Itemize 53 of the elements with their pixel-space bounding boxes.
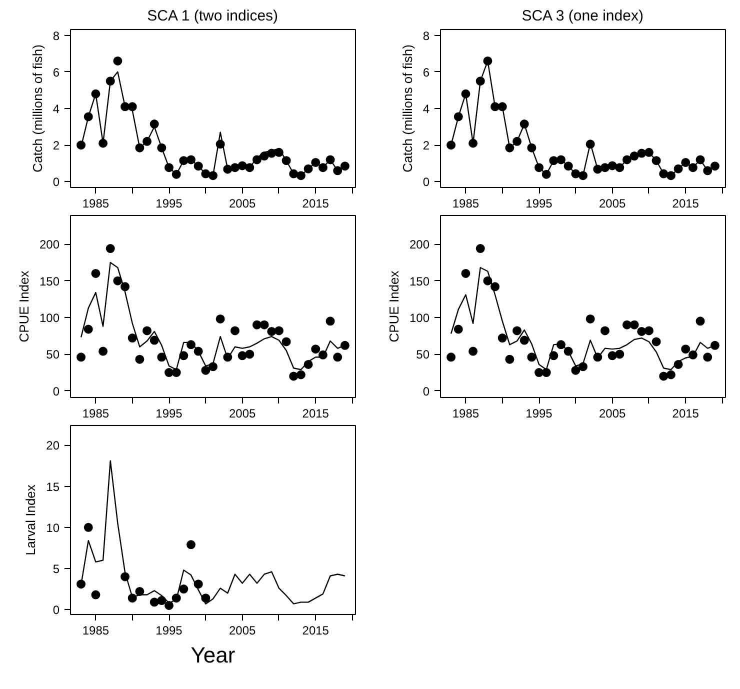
y-tick-label: 200 xyxy=(409,238,430,252)
y-tick-label: 10 xyxy=(46,520,60,535)
x-tick-label: 1985 xyxy=(452,406,480,420)
chart-title: SCA 3 (one index) xyxy=(522,8,644,24)
x-tick-label: 1995 xyxy=(526,196,553,210)
x-tick-label: 2005 xyxy=(228,406,256,420)
x-tick-label: 2005 xyxy=(598,196,626,210)
y-axis-title: CPUE Index xyxy=(386,270,402,342)
x-tick-label: 2015 xyxy=(302,196,330,210)
x-tick-label: 1985 xyxy=(82,624,110,638)
y-axis-title: CPUE Index xyxy=(16,270,32,342)
x-tick-label: 1985 xyxy=(82,196,110,210)
y-axis-title: Catch (millions of fish) xyxy=(400,44,415,172)
x-tick-label: 1995 xyxy=(156,624,183,638)
y-tick-label: 5 xyxy=(52,562,60,576)
x-tick-label: 2015 xyxy=(672,196,700,210)
y-tick-label: 20 xyxy=(46,438,60,453)
y-tick-label: 100 xyxy=(39,311,60,326)
y-tick-label: 100 xyxy=(409,311,430,326)
x-tick-label: 1985 xyxy=(452,196,480,210)
y-axis-title: Larval Index xyxy=(23,484,38,556)
y-tick-label: 8 xyxy=(422,28,430,43)
x-tick-label: 1995 xyxy=(156,196,183,210)
y-tick-label: 6 xyxy=(422,65,430,80)
y-tick-label: 8 xyxy=(52,28,60,43)
y-tick-label: 15 xyxy=(46,480,60,494)
y-tick-label: 50 xyxy=(416,348,430,362)
y-tick-label: 150 xyxy=(409,274,430,288)
y-tick-label: 2 xyxy=(422,138,430,153)
x-tick-label: 2005 xyxy=(598,406,626,420)
chart-title: SCA 1 (two indices) xyxy=(147,8,278,24)
y-tick-label: 4 xyxy=(422,102,430,116)
y-tick-label: 0 xyxy=(422,384,430,398)
x-tick-label: 2015 xyxy=(672,406,700,420)
y-tick-label: 0 xyxy=(422,175,430,190)
y-tick-label: 150 xyxy=(39,274,60,288)
y-tick-label: 4 xyxy=(52,102,60,116)
x-axis-title: Year xyxy=(190,642,236,668)
y-tick-label: 2 xyxy=(52,138,60,153)
x-tick-label: 1995 xyxy=(526,406,553,420)
y-tick-label: 0 xyxy=(52,603,60,618)
y-axis-title: Catch (millions of fish) xyxy=(30,44,45,172)
x-tick-label: 1995 xyxy=(156,406,183,420)
y-tick-label: 0 xyxy=(52,384,60,398)
x-tick-label: 2015 xyxy=(302,406,330,420)
x-tick-label: 1985 xyxy=(82,406,110,420)
y-tick-label: 50 xyxy=(46,348,60,362)
y-tick-label: 6 xyxy=(52,65,60,80)
y-tick-label: 200 xyxy=(39,238,60,252)
y-tick-label: 0 xyxy=(52,175,60,190)
x-tick-label: 2005 xyxy=(228,196,256,210)
x-tick-label: 2015 xyxy=(302,624,330,638)
x-tick-label: 2005 xyxy=(228,624,256,638)
